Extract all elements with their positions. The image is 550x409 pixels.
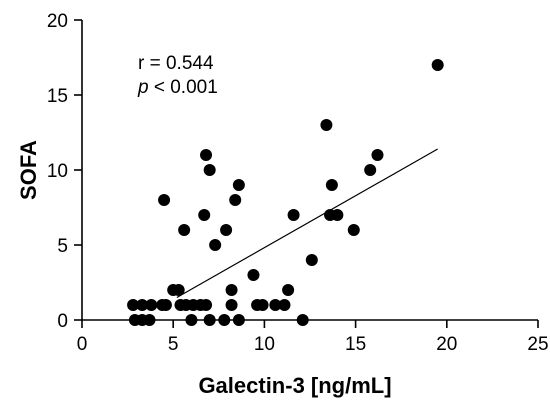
data-point — [127, 299, 140, 311]
y-tick-label: 10 — [47, 161, 68, 182]
y-tick-label: 0 — [57, 311, 68, 332]
data-point — [225, 299, 238, 311]
data-point — [200, 299, 213, 311]
p-symbol: p — [137, 77, 149, 98]
x-tick-label: 15 — [345, 334, 366, 355]
correlation-annotation: r = 0.544 — [138, 53, 214, 74]
data-point — [200, 149, 213, 161]
data-point — [325, 179, 338, 191]
p-value-annotation: p < 0.001 — [137, 77, 218, 98]
data-point — [371, 149, 384, 161]
data-point — [159, 299, 172, 311]
data-point — [364, 164, 377, 176]
regression-line — [176, 148, 438, 299]
data-point — [278, 299, 291, 311]
x-tick-label: 5 — [168, 334, 179, 355]
data-point — [172, 284, 185, 296]
data-point — [229, 194, 242, 206]
data-point — [136, 299, 149, 311]
data-point — [145, 299, 158, 311]
data-point — [287, 209, 300, 221]
x-tick-label: 25 — [527, 334, 548, 355]
data-point — [305, 254, 318, 266]
x-tick-label: 20 — [436, 334, 457, 355]
y-tick-label: 15 — [47, 86, 68, 107]
data-point — [220, 224, 233, 236]
x-tick-label: 0 — [77, 334, 88, 355]
y-tick-label: 20 — [47, 11, 68, 32]
data-point — [225, 284, 238, 296]
data-point — [209, 239, 222, 251]
plot-area — [127, 59, 444, 326]
data-point — [331, 209, 344, 221]
data-point — [232, 179, 245, 191]
data-point — [282, 284, 295, 296]
data-point — [178, 224, 191, 236]
y-tick-label: 5 — [57, 236, 68, 257]
data-point — [431, 59, 444, 71]
p-value-text: < 0.001 — [149, 77, 218, 98]
data-point — [158, 194, 171, 206]
x-tick-label: 10 — [254, 334, 275, 355]
data-point — [320, 119, 333, 131]
data-point — [198, 209, 211, 221]
data-point — [247, 269, 260, 281]
tick-group: 0 5 10 15 20 25 0 5 10 15 20 — [47, 11, 549, 355]
x-axis-title: Galectin-3 [ng/mL] — [198, 373, 391, 398]
data-point — [203, 164, 216, 176]
data-point — [256, 299, 269, 311]
data-point — [269, 299, 282, 311]
data-point — [347, 224, 360, 236]
y-axis-title: SOFA — [16, 140, 41, 200]
